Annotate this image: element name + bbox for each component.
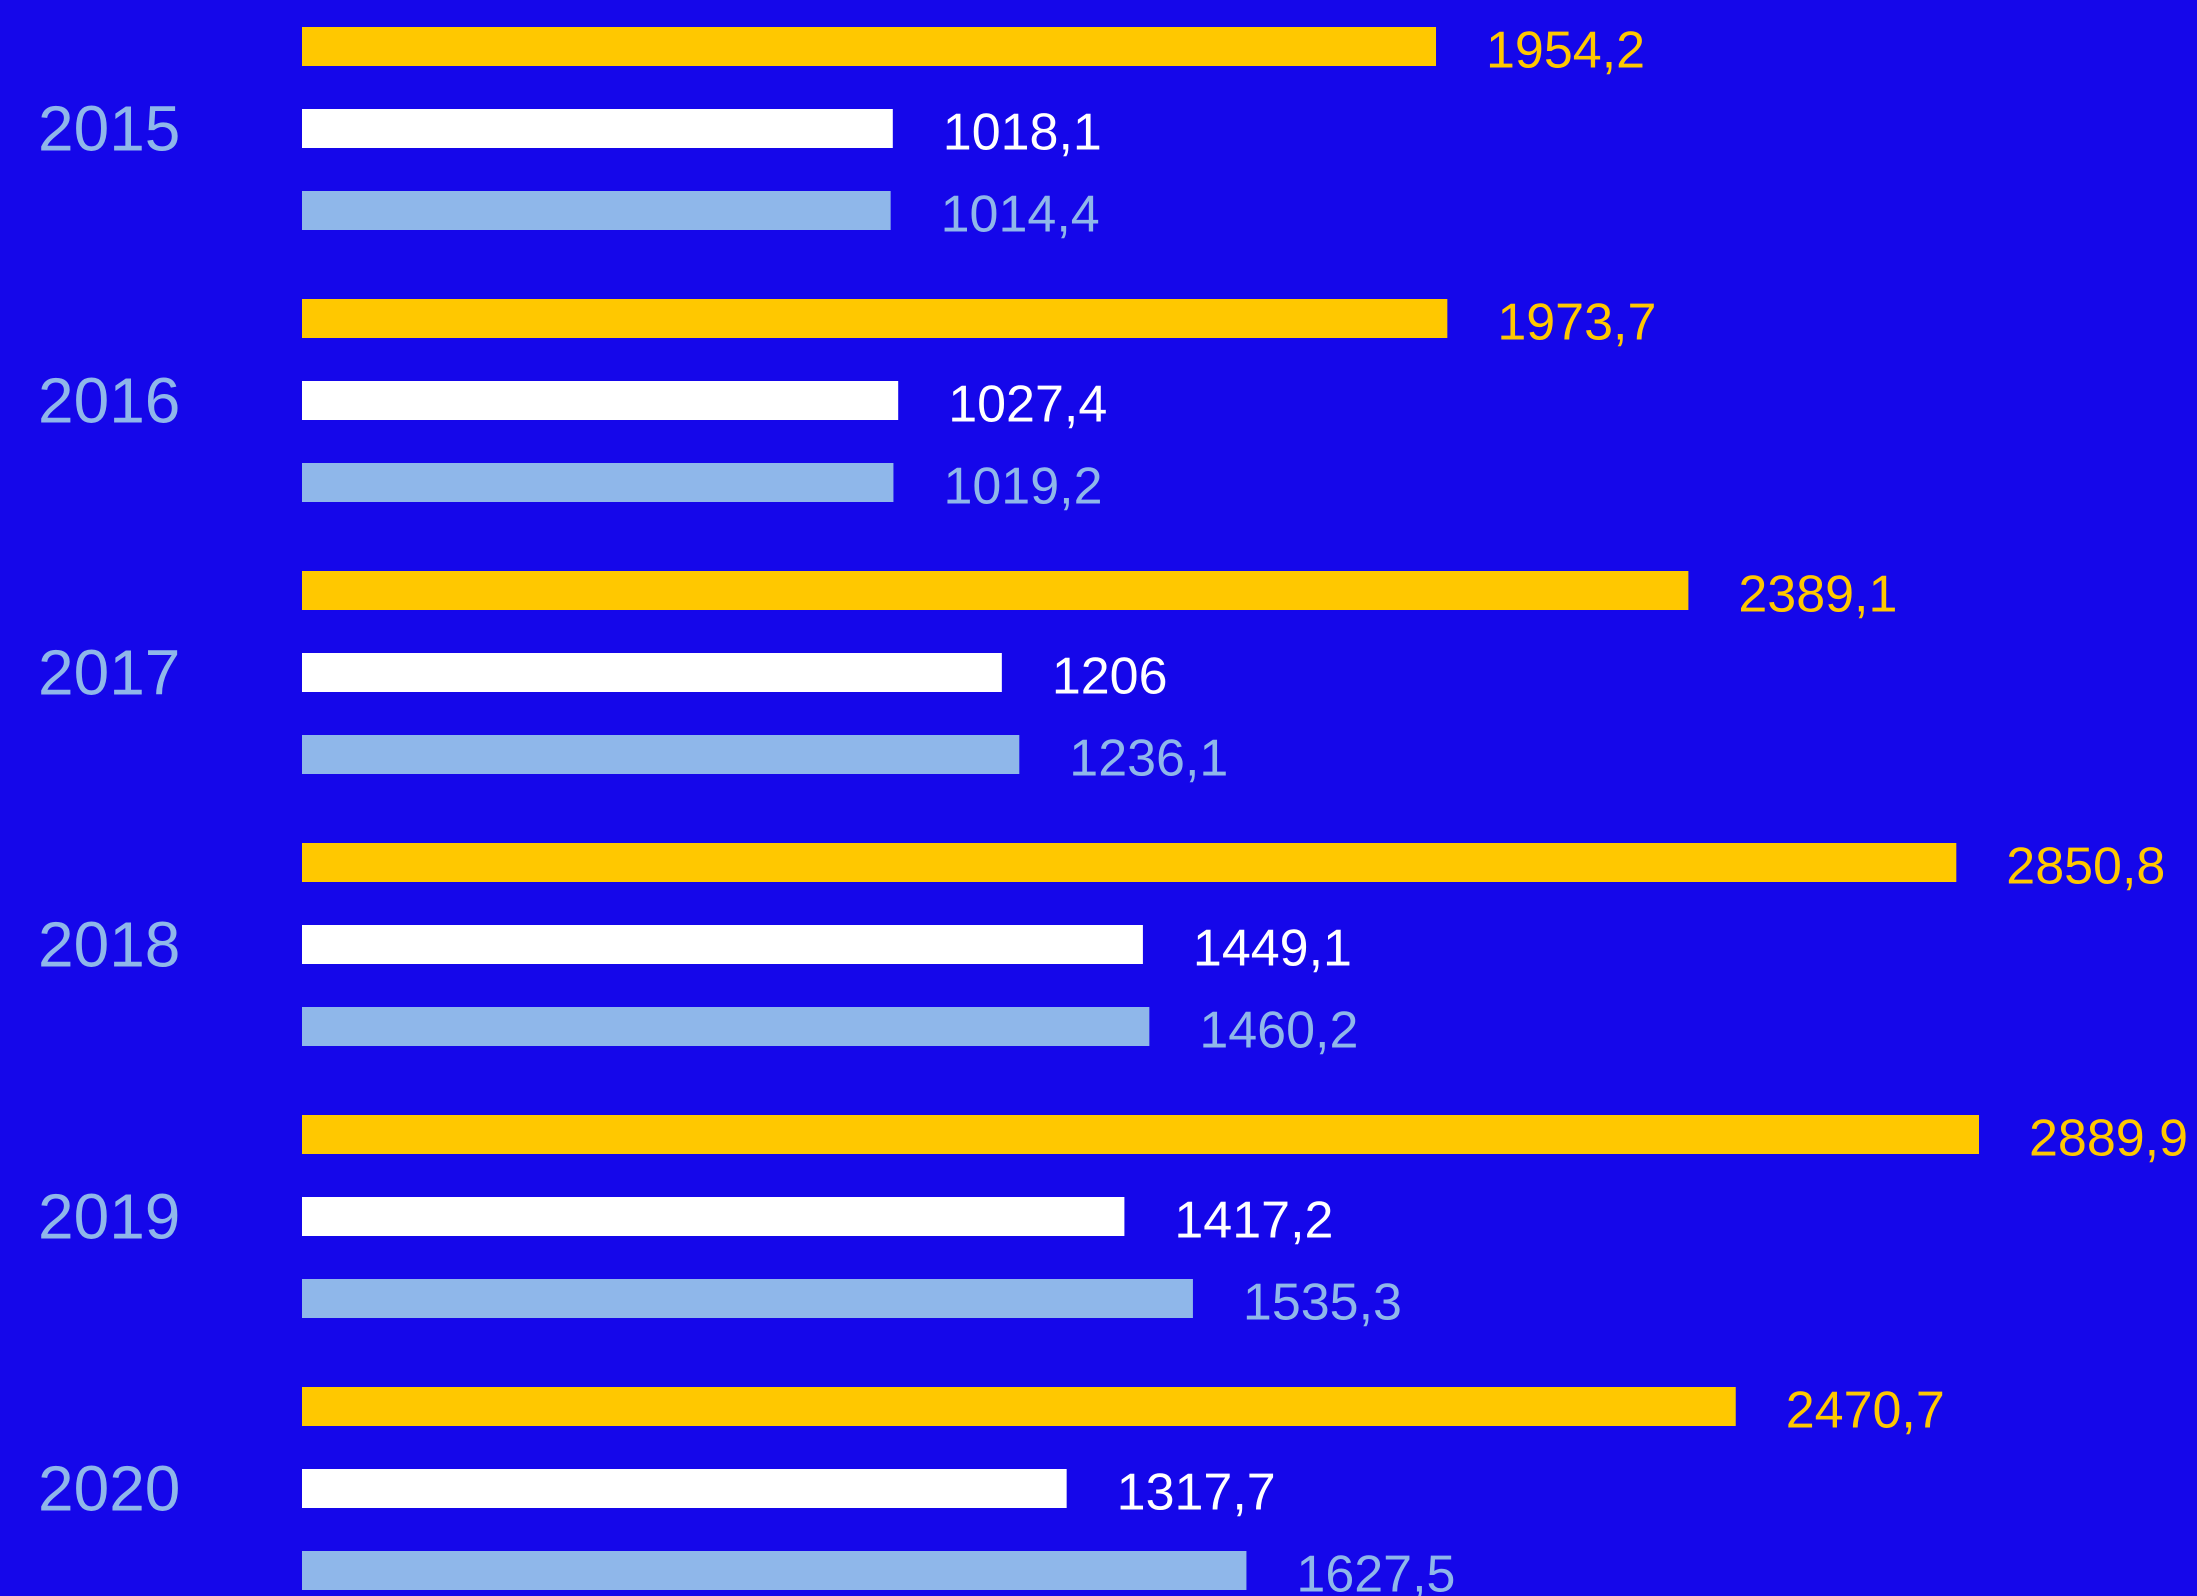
bars [302, 27, 1979, 1590]
bar-2019-series-1 [302, 1115, 1979, 1154]
bar-2015-series-2 [302, 109, 893, 148]
bar-2020-series-3 [302, 1551, 1247, 1590]
bar-2020-series-2 [302, 1469, 1067, 1508]
bar-2019-series-2 [302, 1197, 1125, 1236]
bar-2020-series-1 [302, 1387, 1736, 1426]
bar-2016-series-2 [302, 381, 899, 420]
value-labels: 1954,2 1018,1 1014,4 1973,7 1027,4 1019,2 2389… [941, 22, 2188, 1596]
year-label-2019: 2019 [38, 1181, 180, 1253]
year-label-2015: 2015 [38, 93, 180, 165]
value-label-2016-series-3: 1019,2 [943, 458, 1102, 516]
bar-2018-series-1 [302, 843, 1957, 882]
value-label-2017-series-3: 1236,1 [1069, 730, 1228, 788]
year-label-2017: 2017 [38, 637, 180, 709]
value-label-2015-series-1: 1954,2 [1486, 22, 1645, 80]
year-label-2016: 2016 [38, 365, 180, 437]
value-label-2020-series-1: 2470,7 [1786, 1382, 1945, 1440]
bar-2016-series-3 [302, 463, 894, 502]
value-label-2018-series-3: 1460,2 [1199, 1002, 1358, 1060]
value-label-2019-series-2: 1417,2 [1174, 1192, 1333, 1250]
value-label-2018-series-2: 1449,1 [1193, 920, 1352, 978]
bar-2017-series-2 [302, 653, 1002, 692]
bar-2016-series-1 [302, 299, 1448, 338]
bar-2017-series-1 [302, 571, 1689, 610]
bar-2017-series-3 [302, 735, 1020, 774]
bar-2015-series-1 [302, 27, 1437, 66]
value-label-2016-series-1: 1973,7 [1497, 294, 1656, 352]
value-label-2017-series-1: 2389,1 [1738, 566, 1897, 624]
bar-2018-series-2 [302, 925, 1143, 964]
bar-2015-series-3 [302, 191, 891, 230]
value-label-2017-series-2: 1206 [1052, 648, 1168, 706]
value-label-2020-series-3: 1627,5 [1296, 1546, 1455, 1596]
value-label-2020-series-2: 1317,7 [1117, 1464, 1276, 1522]
value-label-2019-series-3: 1535,3 [1243, 1274, 1402, 1332]
year-label-2018: 2018 [38, 909, 180, 981]
bar-2018-series-3 [302, 1007, 1150, 1046]
year-label-2020: 2020 [38, 1453, 180, 1525]
value-label-2019-series-1: 2889,9 [2029, 1110, 2188, 1168]
value-label-2016-series-2: 1027,4 [948, 376, 1107, 434]
value-label-2015-series-3: 1014,4 [941, 186, 1100, 244]
value-label-2018-series-1: 2850,8 [2006, 838, 2165, 896]
year-labels: 2015 2016 2017 2018 2019 2020 [38, 93, 180, 1525]
value-label-2015-series-2: 1018,1 [943, 104, 1102, 162]
bar-2019-series-3 [302, 1279, 1193, 1318]
